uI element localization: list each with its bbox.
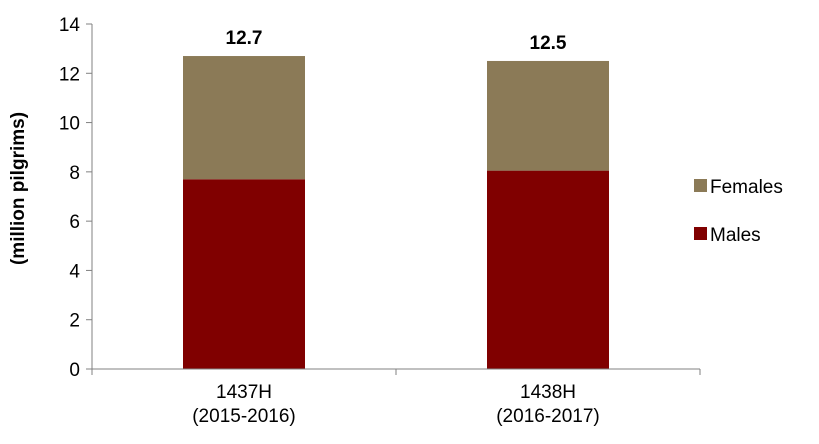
legend-swatch-males xyxy=(694,227,707,240)
x-category-label: 1437H (2015-2016) xyxy=(192,382,296,427)
legend-label-males: Males xyxy=(710,225,761,246)
y-ticks-group: 0 2 4 6 8 10 12 14 xyxy=(59,15,92,381)
bar-segment-males xyxy=(183,179,305,369)
bar-segment-females xyxy=(487,60,609,171)
y-tick-label: 14 xyxy=(59,15,81,36)
y-tick-label: 2 xyxy=(69,311,80,332)
bar-segment-females xyxy=(183,56,305,180)
x-ticks-group: 1437H (2015-2016) 1438H (2016-2017) xyxy=(91,369,701,427)
bar-segment-males xyxy=(487,170,609,369)
x-category-label: 1438H (2016-2017) xyxy=(496,382,600,427)
y-tick-label: 0 xyxy=(69,360,80,381)
y-tick-label: 12 xyxy=(59,64,80,85)
y-tick-label: 10 xyxy=(59,114,80,135)
legend-label-females: Females xyxy=(710,177,783,198)
y-axis-label: (million pilgrims) xyxy=(8,112,29,265)
total-value-label: 12.7 xyxy=(226,28,263,49)
y-tick-label: 6 xyxy=(69,212,80,233)
total-labels-group: 12.7 12.5 xyxy=(226,28,567,54)
legend: Females Males xyxy=(694,177,783,246)
bars-group xyxy=(183,56,609,369)
y-tick-label: 4 xyxy=(69,261,80,282)
y-tick-label: 8 xyxy=(69,163,80,184)
total-value-label: 12.5 xyxy=(530,33,567,54)
legend-swatch-females xyxy=(694,179,707,192)
